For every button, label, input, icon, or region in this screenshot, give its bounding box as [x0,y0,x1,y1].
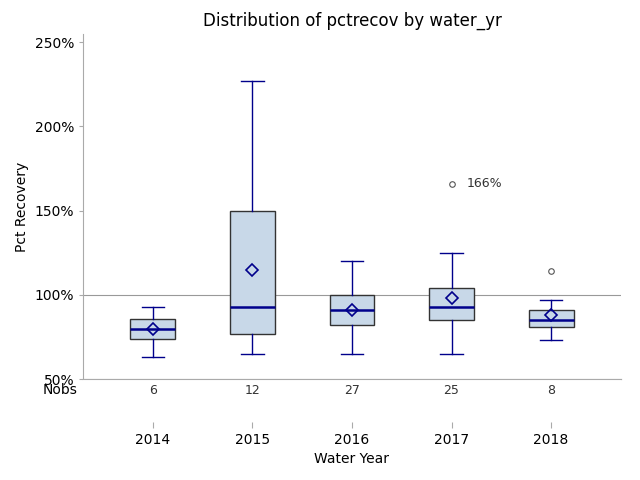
PathPatch shape [529,310,573,327]
PathPatch shape [131,319,175,339]
PathPatch shape [230,211,275,334]
Title: Distribution of pctrecov by water_yr: Distribution of pctrecov by water_yr [203,11,501,30]
PathPatch shape [330,295,374,325]
X-axis label: Water Year: Water Year [314,452,390,467]
Text: 27: 27 [344,384,360,396]
Y-axis label: Pct Recovery: Pct Recovery [15,161,29,252]
Text: 166%: 166% [467,177,502,190]
Text: Nobs: Nobs [43,383,78,397]
PathPatch shape [429,288,474,320]
Text: 12: 12 [244,384,260,396]
Text: 6: 6 [149,384,157,396]
Text: 8: 8 [547,384,555,396]
Text: 25: 25 [444,384,460,396]
